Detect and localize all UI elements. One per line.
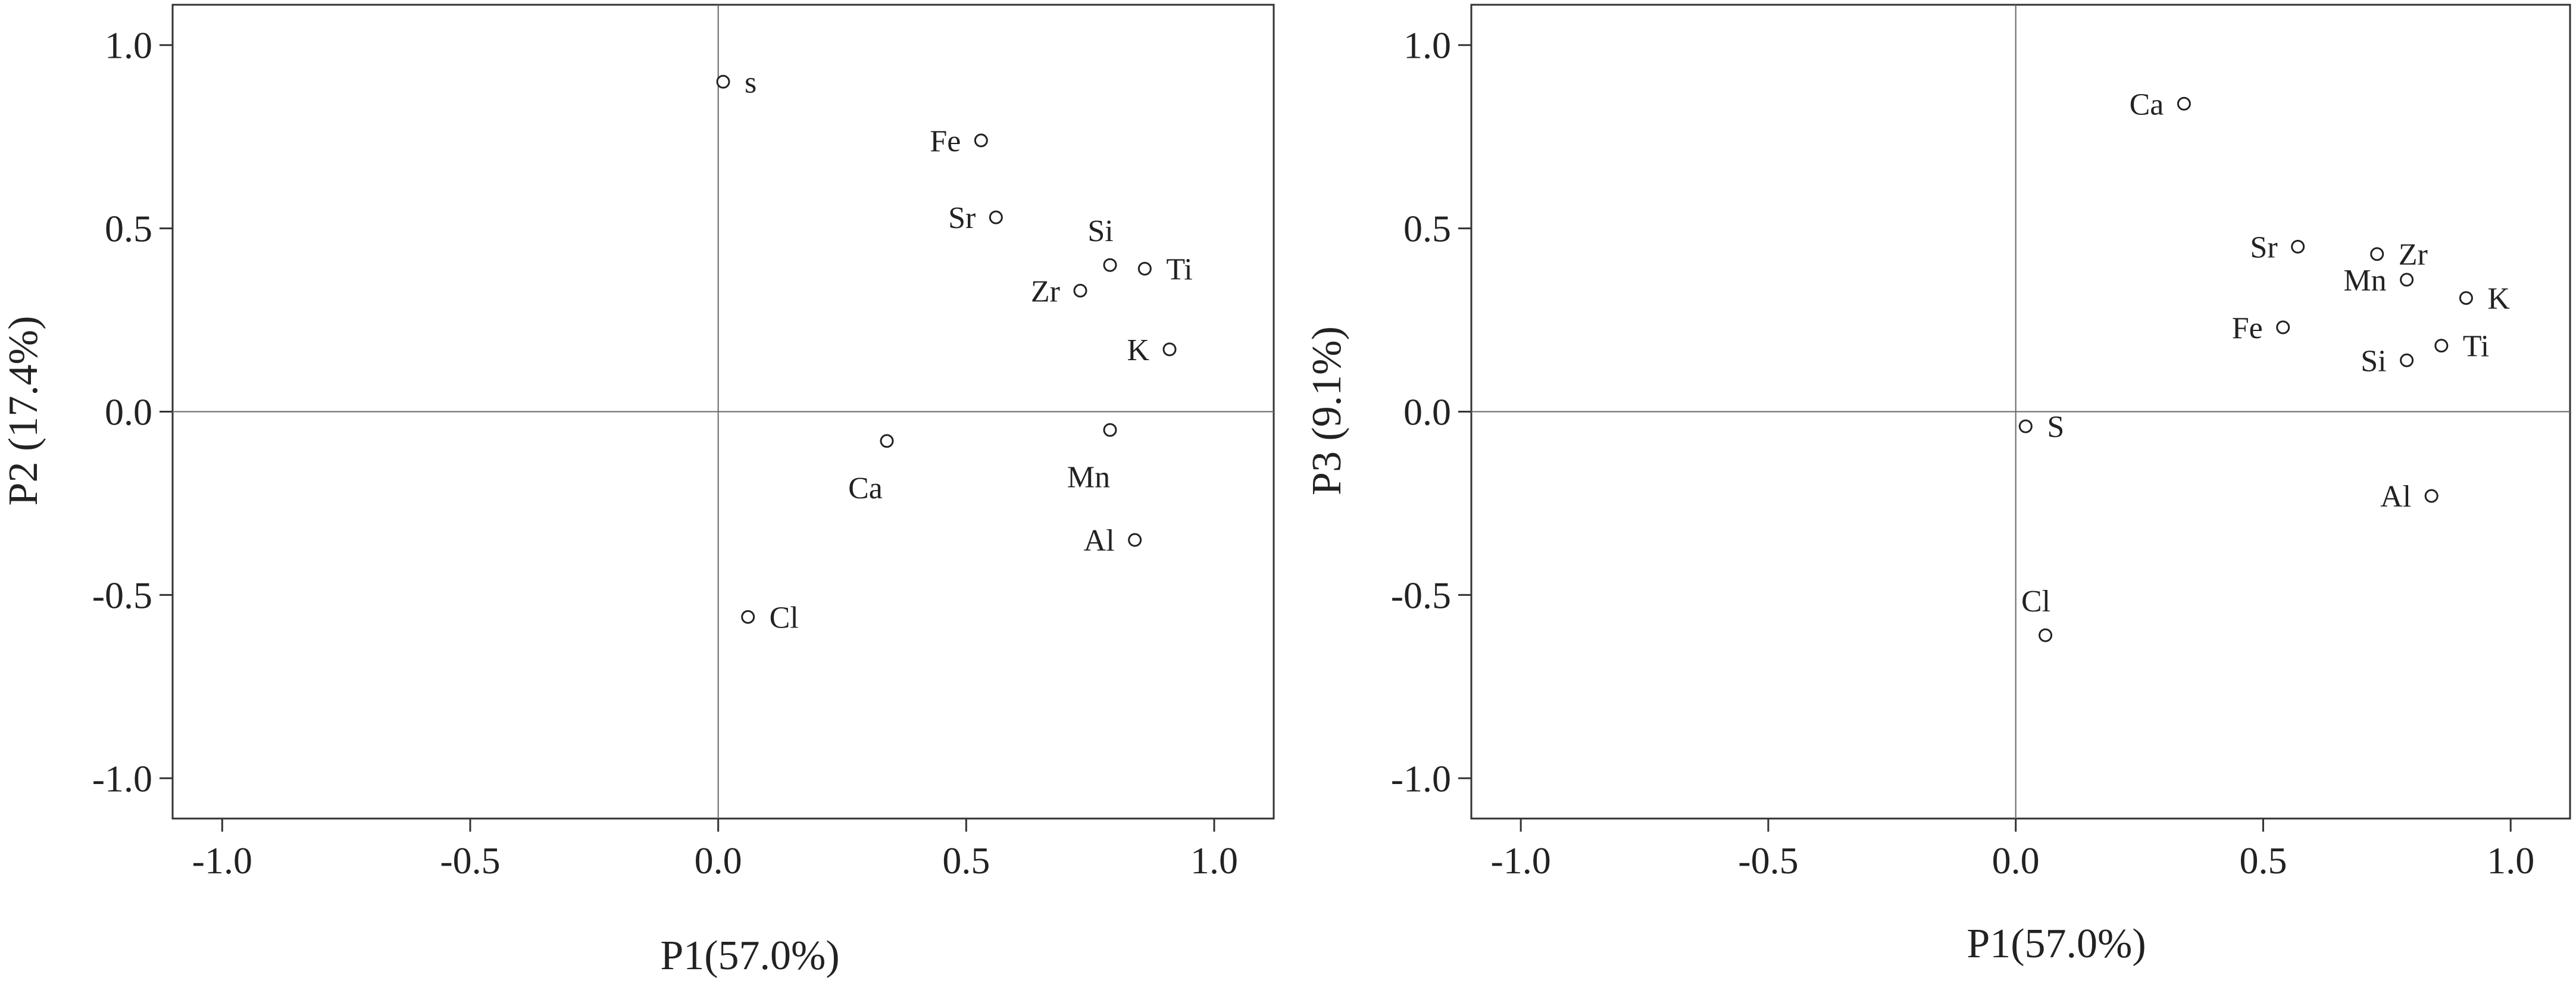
point-label-sr: Sr [2250, 230, 2277, 264]
point-label-mn: Mn [1067, 460, 1110, 494]
point-label-s: s [745, 65, 756, 99]
biplot-panel-p1-p3: -1.0 -0.5 0.0 0.5 1.0 1.0 0.5 0.0 -0.5 -1.0 P1(57.… [1304, 4, 2571, 967]
point-si [2400, 353, 2414, 367]
point-ca [880, 434, 894, 448]
point-label-ti: Ti [1166, 252, 1192, 286]
point-label-cl: Cl [770, 601, 799, 635]
point-sr [989, 210, 1003, 224]
point-label-fe: Fe [930, 124, 961, 158]
point-k [2459, 291, 2473, 305]
point-zr [1073, 283, 1087, 298]
x-tick-label: -1.0 [192, 839, 252, 882]
point-ti [2434, 339, 2449, 353]
point-label-ca: Ca [848, 471, 883, 505]
point-label-k: K [1127, 333, 1149, 367]
point-label-zr: Zr [2399, 238, 2428, 272]
point-k [1162, 342, 1177, 357]
point-label-s: S [2047, 410, 2064, 444]
point-al [2424, 489, 2439, 503]
point-si [1103, 258, 1117, 272]
x-tick-label: 0.0 [695, 839, 742, 882]
point-label-cl: Cl [2021, 585, 2050, 619]
point-zr [2370, 247, 2384, 261]
point-cl [2039, 628, 2053, 642]
point-label-fe: Fe [2232, 311, 2263, 345]
point-label-si: Si [2361, 344, 2386, 378]
x-tick-label: 0.0 [1992, 839, 2040, 882]
point-label-sr: Sr [948, 201, 976, 235]
point-label-zr: Zr [1031, 274, 1060, 308]
x-tick-label: 0.5 [942, 839, 990, 882]
y-tick-label: -0.5 [1391, 574, 1451, 616]
y-tick-label: 0.5 [105, 208, 152, 250]
y-tick-label: -0.5 [92, 574, 152, 616]
biplot-panel-p1-p2: -1.0 -0.5 0.0 0.5 1.0 1.0 0.5 0.0 -0.5 -1.0 P1(57.… [1, 4, 1275, 979]
x-tick-label: 1.0 [2487, 839, 2534, 882]
point-label-ti: Ti [2463, 330, 2489, 364]
point-s [716, 74, 730, 89]
y-axis-title: P3 (9.1%) [1304, 326, 1350, 495]
point-fe [2276, 320, 2290, 335]
x-tick-label: 1.0 [1190, 839, 1238, 882]
x-axis-title: P1(57.0%) [1967, 921, 2146, 967]
x-tick-label: -1.0 [1490, 839, 1550, 882]
y-tick-label: 0.0 [105, 391, 152, 433]
x-axis-title: P1(57.0%) [660, 933, 839, 979]
y-tick-label: 0.5 [1403, 208, 1451, 250]
point-label-ca: Ca [2130, 88, 2164, 121]
point-label-k: K [2487, 282, 2510, 316]
x-tick-label: -0.5 [440, 839, 500, 882]
point-ca [2177, 96, 2191, 111]
point-sr [2291, 239, 2305, 254]
point-label-mn: Mn [2343, 264, 2386, 298]
point-label-al: Al [2380, 480, 2411, 514]
y-tick-label: 0.0 [1403, 391, 1451, 433]
y-tick-label: -1.0 [92, 757, 152, 800]
x-tick-label: 0.5 [2239, 839, 2287, 882]
point-label-al: Al [1084, 524, 1115, 558]
point-al [1128, 533, 1142, 547]
y-tick-label: 1.0 [1403, 24, 1451, 67]
point-label-si: Si [1087, 214, 1113, 248]
point-mn [1103, 423, 1117, 437]
y-tick-label: -1.0 [1391, 757, 1451, 800]
y-tick-label: 1.0 [105, 24, 152, 67]
point-ti [1137, 261, 1152, 276]
x-tick-label: -0.5 [1738, 839, 1798, 882]
point-mn [2400, 273, 2414, 287]
y-axis-title: P2 (17.4%) [1, 316, 46, 506]
point-s [2018, 419, 2033, 433]
point-cl [741, 610, 755, 624]
point-fe [974, 133, 988, 148]
